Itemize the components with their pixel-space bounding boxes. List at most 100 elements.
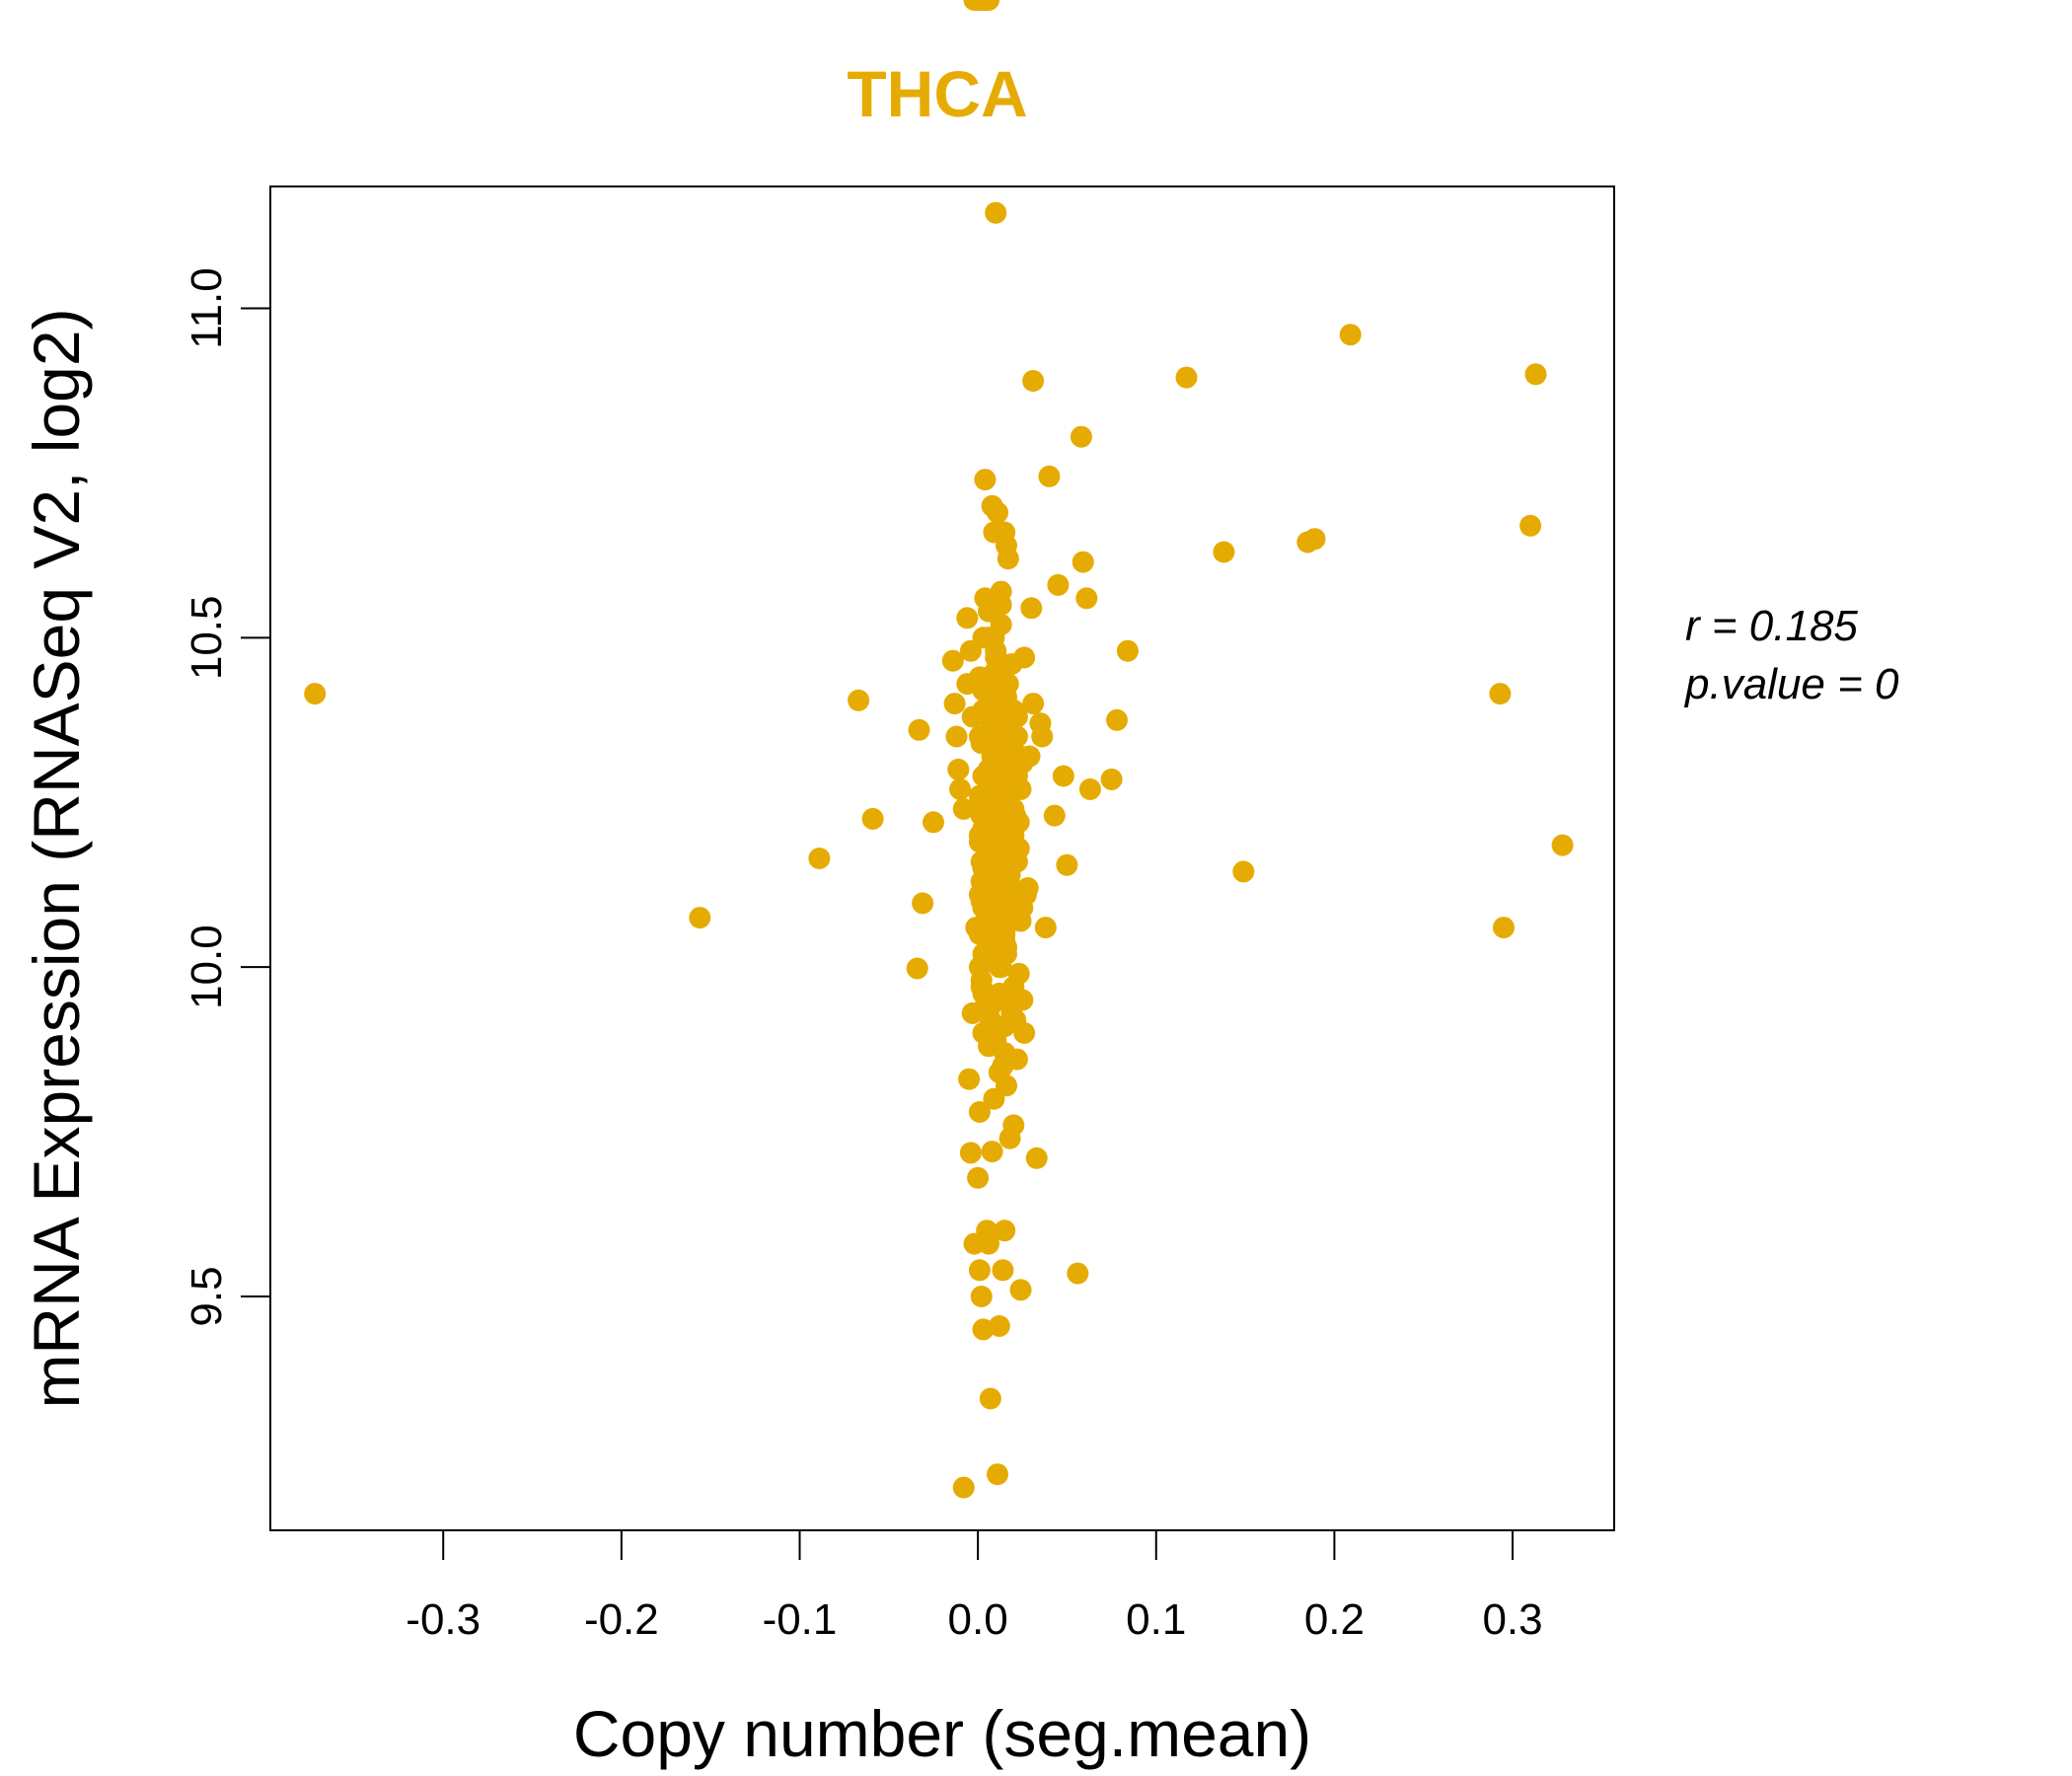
data-point bbox=[1025, 1147, 1048, 1169]
data-point bbox=[1002, 1114, 1025, 1137]
data-point bbox=[981, 1141, 1003, 1163]
x-tick-label: -0.1 bbox=[763, 1595, 838, 1644]
data-point bbox=[985, 1028, 1007, 1051]
data-point bbox=[978, 1232, 999, 1255]
data-point bbox=[985, 804, 1007, 827]
data-point bbox=[1489, 683, 1512, 705]
data-point bbox=[967, 0, 990, 11]
data-point bbox=[990, 784, 1012, 807]
data-point bbox=[987, 501, 1008, 524]
data-point bbox=[1072, 551, 1094, 573]
data-point bbox=[1075, 587, 1098, 610]
data-point bbox=[1078, 777, 1101, 800]
data-point bbox=[943, 693, 966, 715]
data-point bbox=[848, 689, 870, 711]
data-point bbox=[992, 1259, 1014, 1282]
data-point bbox=[1339, 324, 1362, 346]
x-tick-label: 0.1 bbox=[1126, 1595, 1186, 1644]
data-point bbox=[983, 1087, 1005, 1110]
data-point bbox=[985, 659, 1007, 682]
y-axis: 9.5 10.0 10.5 11.0 bbox=[183, 267, 271, 1327]
data-point bbox=[1303, 528, 1326, 551]
data-point bbox=[1067, 1262, 1089, 1285]
data-point bbox=[1106, 708, 1128, 731]
data-point bbox=[1116, 639, 1139, 662]
data-point bbox=[1175, 366, 1198, 389]
y-tick-label: 10.0 bbox=[183, 925, 231, 1009]
data-point bbox=[994, 1220, 1016, 1242]
data-point bbox=[1070, 425, 1092, 448]
data-point bbox=[988, 956, 1010, 979]
data-point bbox=[967, 1166, 990, 1189]
data-point bbox=[970, 1286, 993, 1307]
data-point bbox=[1232, 860, 1255, 883]
data-point bbox=[1043, 804, 1066, 827]
data-point bbox=[979, 1008, 1001, 1031]
x-tick-label: -0.3 bbox=[406, 1595, 481, 1644]
data-point bbox=[978, 890, 999, 913]
data-point bbox=[959, 1142, 982, 1164]
data-point bbox=[1031, 725, 1054, 748]
data-point bbox=[992, 989, 1014, 1011]
data-point bbox=[908, 718, 930, 741]
y-tick-label: 11.0 bbox=[183, 267, 231, 348]
data-point bbox=[1056, 853, 1078, 876]
data-point bbox=[988, 1315, 1010, 1337]
data-point bbox=[808, 848, 831, 869]
data-point bbox=[972, 679, 995, 702]
data-point bbox=[947, 758, 970, 780]
data-point bbox=[968, 1101, 991, 1123]
data-point bbox=[1213, 541, 1235, 563]
x-tick-label: 0.0 bbox=[948, 1595, 1008, 1644]
data-point bbox=[1519, 514, 1542, 537]
data-point bbox=[941, 649, 964, 672]
data-point bbox=[1013, 646, 1036, 669]
data-point bbox=[1100, 768, 1123, 790]
data-point bbox=[979, 936, 1001, 959]
data-point bbox=[979, 765, 1001, 787]
y-axis-label: mRNA Expression (RNASeq V2, log2) bbox=[20, 308, 93, 1408]
data-point bbox=[983, 627, 1005, 649]
data-point bbox=[1047, 573, 1070, 596]
x-tick-label: 0.2 bbox=[1304, 1595, 1365, 1644]
data-point bbox=[974, 469, 997, 491]
data-point bbox=[689, 907, 711, 929]
y-tick-label: 9.5 bbox=[183, 1266, 231, 1326]
data-point bbox=[996, 844, 1017, 866]
data-point bbox=[952, 797, 975, 820]
y-tick-label: 10.5 bbox=[183, 596, 231, 681]
data-point bbox=[959, 639, 982, 662]
data-point bbox=[961, 705, 984, 728]
chart-title: THCA bbox=[847, 57, 1027, 130]
data-point bbox=[956, 607, 979, 629]
data-point bbox=[1038, 465, 1061, 487]
data-point bbox=[1013, 1021, 1036, 1044]
data-point bbox=[972, 1318, 995, 1341]
data-point bbox=[970, 976, 993, 999]
data-point bbox=[990, 917, 1012, 939]
data-point bbox=[985, 201, 1007, 224]
x-tick-label: 0.3 bbox=[1482, 1595, 1542, 1644]
data-point bbox=[912, 892, 934, 915]
x-axis-label: Copy number (seg.mean) bbox=[573, 1697, 1311, 1770]
data-point bbox=[1493, 917, 1515, 939]
data-point bbox=[987, 1463, 1008, 1486]
data-point bbox=[923, 811, 944, 834]
x-axis: -0.3 -0.2 -0.1 0.0 0.1 0.2 0.3 bbox=[406, 1529, 1543, 1644]
data-point bbox=[974, 824, 997, 847]
data-point bbox=[979, 1387, 1001, 1410]
data-point bbox=[958, 1068, 981, 1090]
data-point bbox=[992, 1055, 1014, 1077]
data-point bbox=[968, 1259, 991, 1282]
p-value-label: p.value = 0 bbox=[1683, 660, 1899, 708]
data-point bbox=[952, 1476, 975, 1499]
data-point bbox=[1551, 834, 1574, 856]
data-point bbox=[304, 683, 327, 705]
data-point bbox=[997, 548, 1019, 570]
data-point bbox=[997, 712, 1019, 735]
data-point bbox=[1000, 877, 1023, 899]
data-point bbox=[949, 777, 972, 800]
data-points bbox=[304, 0, 1574, 1499]
data-point bbox=[1052, 765, 1074, 787]
